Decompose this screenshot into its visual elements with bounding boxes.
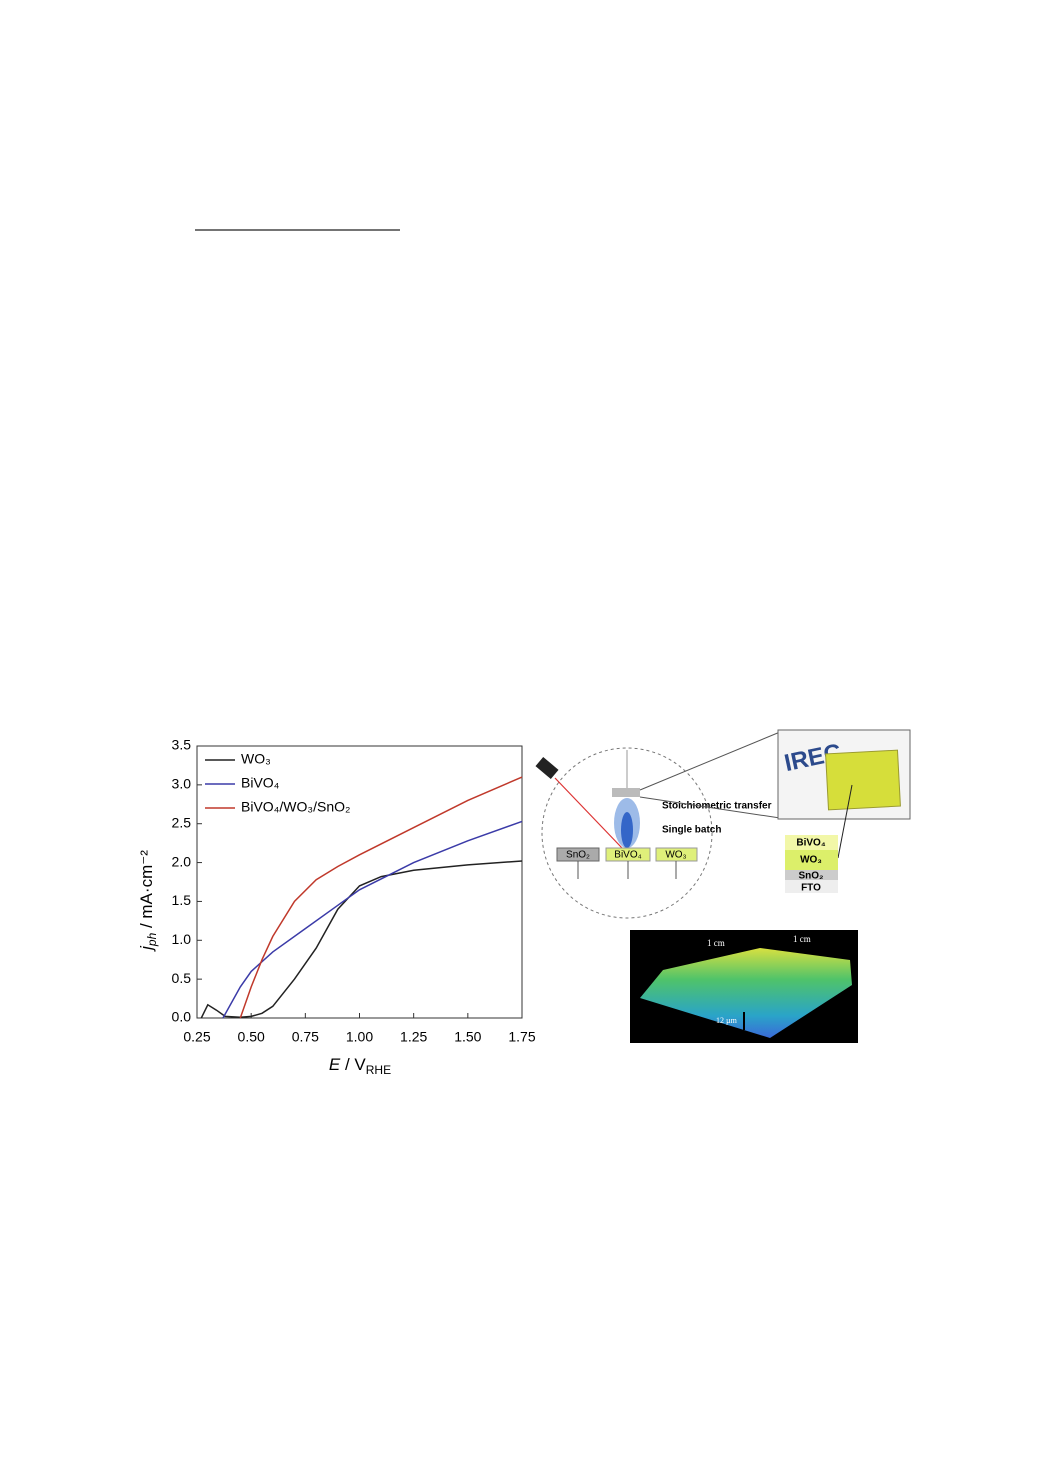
y-label-symbol: j [137,945,156,952]
schematic: Stoichiometric transfer Single batch SnO… [535,729,911,919]
transfer-label: Stoichiometric transfer [662,801,772,812]
layer-label: SnO₂ [799,871,824,882]
layer-label: WO₃ [800,855,822,866]
y-tick-label: 2.0 [172,853,192,869]
target-label: SnO₂ [566,850,590,861]
y-tick-label: 0.5 [172,970,192,986]
profile-image: 1 cm 1 cm 12 µm [630,930,858,1043]
target-label: BiVO₄ [614,850,641,861]
target-stems [577,861,677,879]
layer-wo3 [785,850,838,870]
layer-bivo4 [785,835,838,850]
plume-inner [621,812,633,848]
x-label-unit: / V [340,1055,366,1074]
y-tick-label: 3.5 [172,737,192,753]
target-label: WO₃ [665,850,686,861]
legend-label: BiVO₄/WO₃/SnO₂ [241,799,350,815]
chamber [541,747,713,919]
x-label-sub: RHE [366,1063,391,1077]
legend-label: WO₃ [241,751,271,767]
dim-label: 12 µm [716,1016,738,1025]
x-tick-label: 0.50 [238,1029,265,1045]
series-line [200,860,523,1019]
profile-surface [640,948,852,1038]
x-tick-label: 1.50 [454,1029,481,1045]
batch-label: Single batch [662,825,721,836]
zoom-lines [639,731,781,819]
y-tick-label: 2.5 [172,814,192,830]
dim-label: 1 cm [707,938,725,948]
layer-label: BiVO₄ [796,838,825,849]
y-label-sub: ph [145,932,159,947]
series-line [239,776,523,1019]
x-tick-label: 0.25 [183,1029,210,1045]
sample [825,749,901,811]
x-label-symbol: E [329,1055,341,1074]
layer-fto [785,880,838,893]
x-tick-label: 0.75 [292,1029,319,1045]
dim-label: 1 cm [793,934,811,944]
series-line [222,820,523,1019]
substrate-holder [612,788,640,797]
arrow [837,784,853,859]
x-tick-label: 1.75 [508,1029,535,1045]
x-axis-label: E / VRHE [329,1055,391,1077]
y-tick-label: 3.0 [172,776,192,792]
y-axis-label: jph / mA·cm⁻² [137,850,159,952]
y-tick-label: 0.0 [172,1009,192,1025]
layer-sno2 [785,870,838,880]
y-tick-label: 1.0 [172,931,192,947]
laser-beam [554,777,623,849]
legend-label: BiVO₄ [241,775,280,791]
layer-label: FTO [801,883,821,894]
y-label-unit: / mA·cm⁻² [137,850,156,933]
y-tick-label: 1.5 [172,892,192,908]
x-tick-label: 1.25 [400,1029,427,1045]
x-tick-label: 1.00 [346,1029,373,1045]
laser [535,756,559,780]
